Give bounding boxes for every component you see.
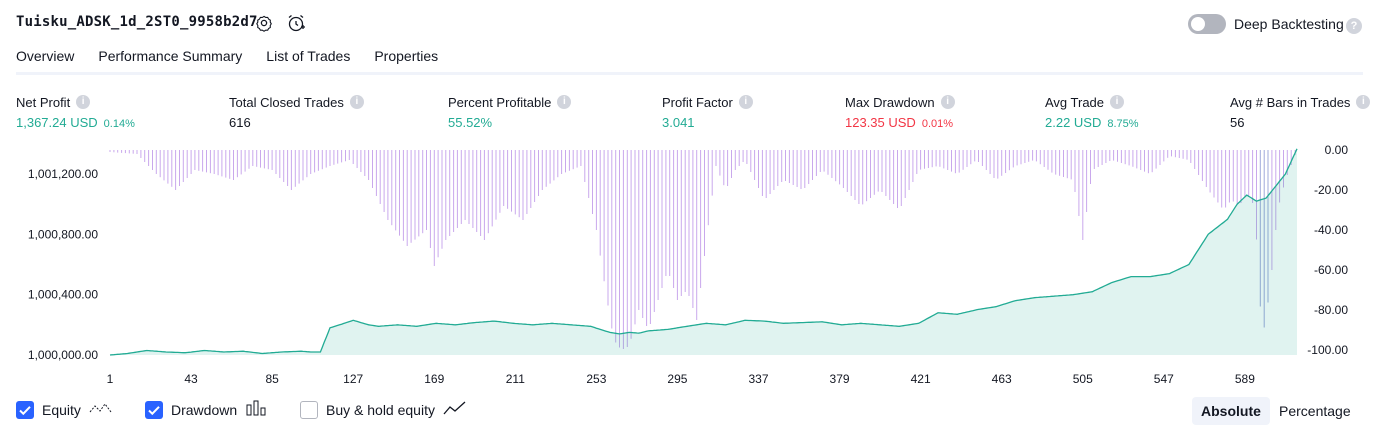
x-tick-label: 169 xyxy=(424,372,444,386)
y-left-tick-label: 1,000,800.00 xyxy=(28,227,98,241)
percentage-button[interactable]: Percentage xyxy=(1279,403,1351,419)
metric-avg-trade: Avg Trade i 2.22 USD 8.75% xyxy=(1045,94,1139,131)
tab-performance-summary[interactable]: Performance Summary xyxy=(98,48,243,64)
y-right-tick-label: -60.00 xyxy=(1314,263,1348,277)
metric-label: Max Drawdown xyxy=(845,94,935,110)
drawdown-checkbox[interactable] xyxy=(145,400,163,419)
y-right-tick-label: -100.00 xyxy=(1307,343,1348,357)
strategy-title: Tuisku_ADSK_1d_2ST0_9958b2d7 xyxy=(16,14,258,30)
metric-value: 56 xyxy=(1230,115,1245,130)
x-tick-label: 253 xyxy=(586,372,606,386)
legend-buy-hold[interactable]: Buy & hold equity xyxy=(300,400,467,419)
x-tick-label: 1 xyxy=(107,372,114,386)
info-icon[interactable]: i xyxy=(940,95,955,109)
tab-overview[interactable]: Overview xyxy=(16,48,86,75)
metric-net-profit: Net Profit i 1,367.24 USD 0.14% xyxy=(16,94,135,131)
equity-drawdown-chart[interactable]: 1,001,200.00 1,000,800.00 1,000,400.00 1,00… xyxy=(0,140,1379,390)
x-axis: 1 43 85 127 169 211 253 295 337 379 421 463 505 547 58… xyxy=(107,372,1256,386)
help-icon[interactable]: ? xyxy=(1346,16,1362,34)
metric-label: Percent Profitable xyxy=(448,94,552,110)
metric-value: 616 xyxy=(229,115,251,130)
buy-hold-checkbox[interactable] xyxy=(300,400,318,419)
metric-value: 123.35 USD xyxy=(845,115,916,130)
x-tick-label: 85 xyxy=(265,372,279,386)
equity-area xyxy=(110,148,1297,355)
tab-divider xyxy=(16,72,1363,75)
x-tick-label: 505 xyxy=(1073,372,1093,386)
deep-backtesting-toggle[interactable] xyxy=(1188,14,1226,34)
y-right-tick-label: -40.00 xyxy=(1314,223,1348,237)
metric-percent: 8.75% xyxy=(1107,118,1139,130)
legend-label: Buy & hold equity xyxy=(326,401,435,418)
metric-label: Net Profit xyxy=(16,94,71,110)
x-tick-label: 127 xyxy=(343,372,363,386)
legend-equity[interactable]: Equity xyxy=(16,400,113,419)
y-left-tick-label: 1,000,000.00 xyxy=(28,348,98,362)
equity-line-icon xyxy=(89,400,113,419)
x-tick-label: 379 xyxy=(830,372,850,386)
x-tick-label: 337 xyxy=(748,372,768,386)
metric-max-drawdown: Max Drawdown i 123.35 USD 0.01% xyxy=(845,94,955,130)
metric-label: Avg Trade xyxy=(1045,94,1105,110)
right-axis: 0.00 -20.00 -40.00 -60.00 -80.00 -100.00 xyxy=(1307,143,1348,357)
equity-line xyxy=(109,148,1298,356)
y-left-tick-label: 1,001,200.00 xyxy=(28,167,98,181)
legend-label: Equity xyxy=(42,401,81,418)
alarm-add-icon[interactable] xyxy=(286,13,306,33)
absolute-button[interactable]: Absolute xyxy=(1192,397,1270,425)
tab-bar: Overview Performance Summary List of Tra… xyxy=(16,48,450,75)
y-right-tick-label: -80.00 xyxy=(1314,303,1348,317)
metric-percent: 0.14% xyxy=(103,118,135,130)
settings-icon[interactable] xyxy=(254,13,274,33)
left-axis: 1,001,200.00 1,000,800.00 1,000,400.00 1,00… xyxy=(28,167,98,362)
y-left-tick-label: 1,000,400.00 xyxy=(28,288,98,302)
x-tick-label: 295 xyxy=(667,372,687,386)
equity-checkbox[interactable] xyxy=(16,400,34,419)
metric-label: Avg # Bars in Trades xyxy=(1230,94,1351,110)
drawdown-series xyxy=(109,150,1296,349)
metric-value: 1,367.24 USD xyxy=(16,115,98,130)
info-icon[interactable]: i xyxy=(738,95,753,109)
x-tick-label: 43 xyxy=(184,372,198,386)
x-tick-label: 463 xyxy=(992,372,1012,386)
metric-value: 2.22 USD xyxy=(1045,115,1102,130)
metric-percent: 0.01% xyxy=(921,118,954,130)
x-tick-label: 211 xyxy=(506,372,525,386)
metric-value: 3.041 xyxy=(662,115,695,130)
buy-hold-line-icon xyxy=(443,400,467,419)
metric-label: Profit Factor xyxy=(662,94,733,110)
tab-properties[interactable]: Properties xyxy=(374,48,439,64)
x-tick-label: 589 xyxy=(1235,372,1255,386)
tab-list-of-trades[interactable]: List of Trades xyxy=(266,48,351,64)
legend-drawdown[interactable]: Drawdown xyxy=(145,400,267,419)
info-icon[interactable]: i xyxy=(76,95,91,109)
metric-profit-factor: Profit Factor i 3.041 xyxy=(662,94,753,130)
y-right-tick-label: -20.00 xyxy=(1314,183,1348,197)
metric-avg-bars: Avg # Bars in Trades i 56 xyxy=(1230,94,1371,130)
toggle-knob xyxy=(1191,17,1205,31)
info-icon[interactable]: i xyxy=(349,95,364,109)
deep-backtesting-label: Deep Backtesting xyxy=(1234,16,1344,32)
x-tick-label: 547 xyxy=(1154,372,1174,386)
y-right-tick-label: 0.00 xyxy=(1325,143,1349,157)
info-icon[interactable]: i xyxy=(557,95,572,109)
metric-total-closed-trades: Total Closed Trades i 616 xyxy=(229,94,364,130)
info-icon[interactable]: i xyxy=(1110,95,1125,109)
metric-percent-profitable: Percent Profitable i 55.52% xyxy=(448,94,572,130)
metric-label: Total Closed Trades xyxy=(229,94,344,110)
info-icon[interactable]: i xyxy=(1356,95,1371,109)
legend-label: Drawdown xyxy=(171,401,238,418)
drawdown-bars-icon xyxy=(245,400,267,419)
x-tick-label: 421 xyxy=(911,372,931,386)
metric-value: 55.52% xyxy=(448,115,493,130)
